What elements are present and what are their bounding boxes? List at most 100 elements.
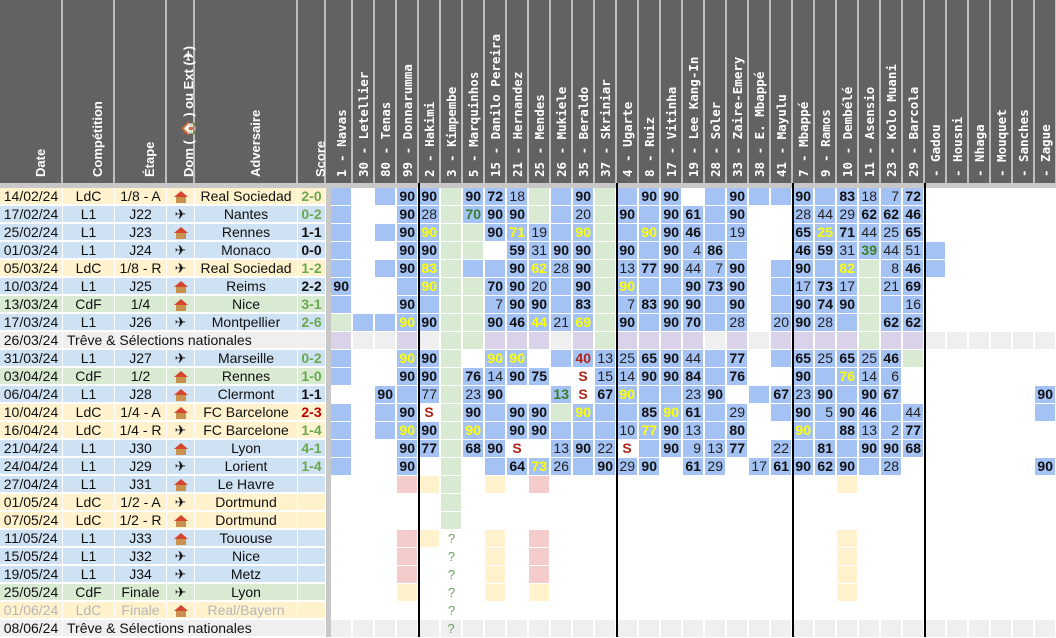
player-cell[interactable] xyxy=(903,494,924,511)
player-cell[interactable]: 88 xyxy=(837,422,858,439)
player-cell[interactable] xyxy=(639,566,660,583)
player-cell[interactable] xyxy=(595,476,616,493)
player-cell[interactable] xyxy=(485,620,506,637)
player-cell[interactable] xyxy=(353,440,374,457)
player-cell[interactable] xyxy=(419,512,440,529)
player-cell[interactable] xyxy=(419,332,440,349)
player-cell[interactable]: 90 xyxy=(397,224,418,241)
player-cell[interactable] xyxy=(463,548,484,565)
player-cell[interactable]: 14 xyxy=(859,368,880,385)
player-cell[interactable] xyxy=(441,278,462,295)
player-cell[interactable] xyxy=(881,404,902,421)
player-cell[interactable]: 90 xyxy=(397,368,418,385)
player-cell[interactable] xyxy=(771,296,792,313)
player-cell[interactable]: 90 xyxy=(661,206,682,223)
player-cell[interactable] xyxy=(815,494,836,511)
player-cell[interactable] xyxy=(749,566,770,583)
player-cell[interactable] xyxy=(881,530,902,547)
player-cell[interactable] xyxy=(353,224,374,241)
player-column-header[interactable]: 25 - Mendes xyxy=(529,0,551,183)
player-cell[interactable] xyxy=(837,584,858,601)
player-cell[interactable]: 7 xyxy=(705,260,726,277)
player-cell[interactable] xyxy=(1013,602,1034,619)
player-cell[interactable] xyxy=(859,584,880,601)
player-cell[interactable] xyxy=(485,602,506,619)
player-cell[interactable] xyxy=(947,440,968,457)
player-cell[interactable]: ? xyxy=(447,603,456,618)
player-cell[interactable] xyxy=(705,530,726,547)
player-cell[interactable] xyxy=(639,548,660,565)
player-cell[interactable] xyxy=(485,260,506,277)
player-cell[interactable] xyxy=(1035,584,1056,601)
player-cell[interactable] xyxy=(881,566,902,583)
player-cell[interactable] xyxy=(529,584,550,601)
player-cell[interactable] xyxy=(529,440,550,457)
player-cell[interactable] xyxy=(771,422,792,439)
player-cell[interactable] xyxy=(947,260,968,277)
player-cell[interactable]: 90 xyxy=(661,422,682,439)
player-cell[interactable] xyxy=(925,206,946,223)
player-cell[interactable]: 90 xyxy=(617,242,638,259)
player-cell[interactable] xyxy=(947,602,968,619)
player-cell[interactable]: 76 xyxy=(463,368,484,385)
player-cell[interactable] xyxy=(749,530,770,547)
player-cell[interactable]: 26 xyxy=(551,458,572,475)
player-cell[interactable] xyxy=(903,602,924,619)
player-cell[interactable] xyxy=(815,422,836,439)
player-cell[interactable]: 84 xyxy=(683,368,704,385)
player-cell[interactable]: 62 xyxy=(881,314,902,331)
player-cell[interactable] xyxy=(375,440,396,457)
player-cell[interactable] xyxy=(331,332,352,349)
player-cell[interactable] xyxy=(991,386,1012,403)
player-cell[interactable] xyxy=(727,566,748,583)
player-cell[interactable]: 18 xyxy=(507,188,528,205)
player-cell[interactable] xyxy=(727,332,748,349)
player-cell[interactable]: ? xyxy=(447,585,456,600)
player-cell[interactable] xyxy=(551,494,572,511)
player-cell[interactable]: 61 xyxy=(683,404,704,421)
player-cell[interactable] xyxy=(397,332,418,349)
player-cell[interactable]: 28 xyxy=(815,314,836,331)
player-cell[interactable] xyxy=(859,476,880,493)
player-cell[interactable] xyxy=(837,602,858,619)
player-cell[interactable] xyxy=(947,494,968,511)
player-cell[interactable]: 77 xyxy=(419,440,440,457)
player-cell[interactable] xyxy=(441,188,462,205)
player-cell[interactable] xyxy=(925,566,946,583)
player-cell[interactable] xyxy=(1013,350,1034,367)
player-column-header[interactable]: 33 - Zaire-Emery xyxy=(727,0,749,183)
player-cell[interactable] xyxy=(1035,422,1056,439)
player-cell[interactable]: 90 xyxy=(485,440,506,457)
player-cell[interactable] xyxy=(771,206,792,223)
player-cell[interactable] xyxy=(705,314,726,331)
player-cell[interactable]: 61 xyxy=(683,206,704,223)
player-cell[interactable] xyxy=(947,512,968,529)
player-cell[interactable] xyxy=(947,422,968,439)
player-cell[interactable] xyxy=(947,476,968,493)
player-cell[interactable]: 82 xyxy=(837,260,858,277)
player-cell[interactable] xyxy=(419,476,440,493)
player-cell[interactable] xyxy=(331,602,352,619)
player-cell[interactable] xyxy=(859,512,880,529)
player-cell[interactable] xyxy=(947,548,968,565)
player-cell[interactable]: 7 xyxy=(485,296,506,313)
player-cell[interactable] xyxy=(683,602,704,619)
player-cell[interactable] xyxy=(573,494,594,511)
player-cell[interactable] xyxy=(485,458,506,475)
player-cell[interactable]: ? xyxy=(447,531,456,546)
player-cell[interactable] xyxy=(353,476,374,493)
player-cell[interactable] xyxy=(1013,512,1034,529)
player-cell[interactable]: 90 xyxy=(727,188,748,205)
player-cell[interactable] xyxy=(925,350,946,367)
player-cell[interactable] xyxy=(441,512,462,529)
player-cell[interactable] xyxy=(925,458,946,475)
player-cell[interactable] xyxy=(749,584,770,601)
player-cell[interactable]: 90 xyxy=(617,314,638,331)
player-cell[interactable] xyxy=(331,386,352,403)
player-cell[interactable]: 74 xyxy=(815,296,836,313)
player-cell[interactable] xyxy=(353,530,374,547)
player-cell[interactable]: 20 xyxy=(771,314,792,331)
player-cell[interactable]: 77 xyxy=(727,350,748,367)
player-cell[interactable]: 90 xyxy=(485,314,506,331)
player-cell[interactable] xyxy=(771,368,792,385)
